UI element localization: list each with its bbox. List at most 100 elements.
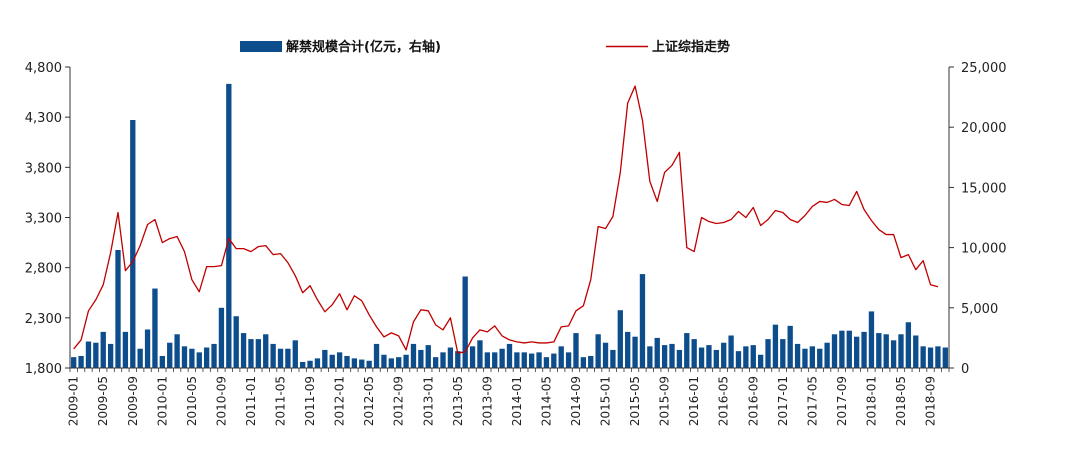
bar — [817, 348, 823, 368]
bar — [809, 346, 816, 368]
bar — [536, 352, 542, 368]
right-axis-tick-label: 20,000 — [961, 121, 1007, 136]
x-axis-tick-label: 2015-01 — [599, 376, 613, 426]
bar — [639, 274, 646, 368]
x-axis-tick-label: 2016-05 — [717, 376, 731, 426]
bar — [366, 360, 372, 368]
bar — [647, 346, 653, 368]
bar — [122, 331, 129, 368]
bar — [757, 354, 764, 368]
bar — [233, 316, 239, 368]
bar — [477, 340, 483, 368]
bar — [854, 336, 860, 368]
bar — [661, 345, 668, 368]
bar — [942, 347, 948, 368]
bar — [602, 342, 609, 368]
bar — [691, 339, 697, 368]
x-axis-tick-label: 2009-05 — [96, 376, 110, 426]
bar — [152, 288, 158, 368]
legend: 解禁规模合计(亿元，右轴) 上证综指走势 — [240, 39, 730, 55]
bar — [824, 342, 830, 368]
bar — [514, 352, 520, 368]
bar — [314, 358, 321, 368]
x-axis-tick-label: 2012-05 — [362, 376, 376, 426]
bar — [189, 348, 195, 368]
bar — [307, 360, 313, 368]
bar — [285, 348, 291, 368]
bar — [573, 333, 579, 368]
left-axis-tick-label: 4,300 — [25, 111, 62, 126]
x-axis-tick-label: 2016-09 — [746, 376, 760, 426]
x-axis-tick-label: 2014-01 — [510, 376, 524, 426]
bar — [78, 355, 84, 368]
bar — [802, 348, 808, 368]
bar — [920, 346, 926, 368]
bar — [93, 342, 99, 368]
bar — [839, 330, 845, 368]
bar — [248, 339, 254, 368]
bar — [403, 354, 409, 368]
x-axis-tick-label: 2013-01 — [421, 376, 435, 426]
left-axis-tick-label: 3,800 — [25, 161, 62, 176]
bar — [625, 331, 631, 368]
x-axis-tick-label: 2016-01 — [687, 376, 701, 426]
bar — [211, 343, 217, 368]
x-axis-tick-label: 2010-01 — [155, 376, 169, 426]
left-axis: 1,800 2,300 2,800 3,300 3,800 4,300 4,800 — [25, 61, 71, 377]
bar — [336, 352, 343, 368]
x-axis-tick-label: 2010-05 — [185, 376, 199, 426]
bar — [240, 333, 247, 368]
bar — [610, 349, 616, 368]
left-axis-tick-label: 2,300 — [25, 312, 62, 327]
bar — [780, 339, 786, 368]
x-axis-tick-label: 2009-01 — [67, 376, 81, 426]
bar — [425, 345, 431, 368]
bar — [898, 334, 904, 368]
bar — [669, 343, 675, 368]
bar — [351, 358, 358, 368]
bar — [218, 307, 225, 368]
bar — [196, 352, 202, 368]
bar — [344, 355, 350, 368]
bar — [529, 353, 535, 368]
bar — [322, 349, 328, 368]
bar — [100, 331, 106, 368]
bar — [300, 361, 306, 368]
bar — [388, 358, 394, 368]
bar — [883, 334, 889, 368]
bar — [440, 352, 446, 368]
left-axis-tick-label: 3,300 — [25, 212, 62, 227]
bar — [418, 349, 424, 368]
bar — [861, 331, 867, 368]
bar — [85, 341, 92, 368]
bar-series — [71, 83, 948, 369]
bar — [787, 325, 793, 368]
bar — [521, 352, 527, 368]
x-axis-tick-label: 2015-09 — [658, 376, 672, 426]
bar — [698, 347, 705, 368]
right-axis-tick-label: 10,000 — [961, 242, 1007, 257]
bar — [270, 343, 276, 368]
bar — [410, 343, 417, 368]
bar — [181, 346, 188, 368]
bar — [329, 354, 335, 368]
bar — [632, 336, 638, 368]
bar — [654, 337, 660, 368]
bar — [381, 354, 387, 368]
right-axis: 0 5,000 10,000 15,000 20,000 25,000 — [948, 61, 1007, 377]
x-axis-tick-label: 2018-05 — [894, 376, 908, 426]
x-axis-tick-label: 2017-01 — [776, 376, 790, 426]
bar — [447, 347, 454, 368]
bar — [743, 346, 749, 368]
bar — [735, 351, 742, 368]
x-axis-tick-label: 2017-09 — [835, 376, 849, 426]
bar — [174, 334, 180, 368]
bar — [130, 119, 136, 368]
bar — [115, 250, 121, 368]
bar — [580, 357, 587, 368]
right-axis-tick-label: 5,000 — [961, 302, 998, 317]
bar — [432, 357, 439, 368]
x-axis-tick-label: 2018-09 — [924, 376, 938, 426]
bar — [492, 352, 498, 368]
